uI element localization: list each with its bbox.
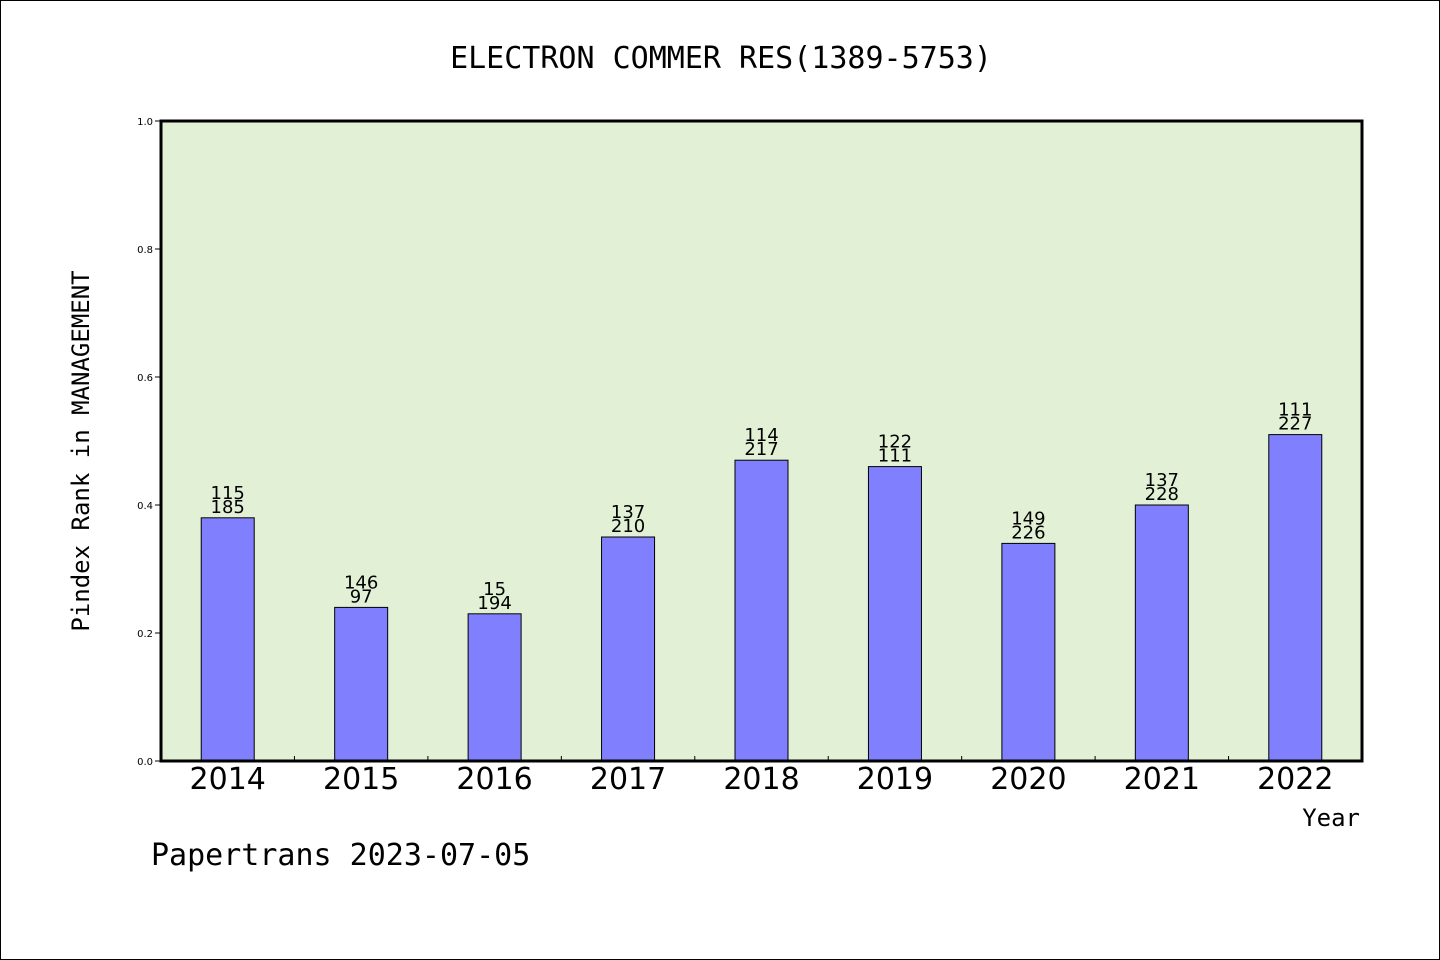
y-axis: 0.0 0.2 0.4 0.6 0.8 1.0 — [137, 117, 161, 768]
data-label-top: 114 — [744, 425, 778, 446]
y-tick-label: 0.8 — [137, 245, 153, 256]
bar — [867, 466, 922, 762]
data-label-top: 146 — [344, 572, 378, 593]
y-tick-label: 0.2 — [137, 629, 153, 640]
data-label-bottom: 217 — [744, 439, 778, 460]
data-label-top: 137 — [611, 502, 645, 523]
chart-title: ELECTRON COMMER RES(1389-5753) — [450, 41, 992, 76]
bar — [1001, 542, 1056, 762]
x-tick-label: 2020 — [990, 762, 1066, 797]
bar — [601, 536, 656, 762]
y-tick-label: 0.4 — [137, 501, 153, 512]
footer-text: Papertrans 2023-07-05 — [151, 838, 530, 873]
data-label-bottom: 226 — [1011, 522, 1045, 543]
data-label-bottom: 210 — [611, 516, 645, 537]
data-label-top: 137 — [1145, 470, 1179, 491]
x-tick-label: 2021 — [1124, 762, 1200, 797]
y-tick-label: 0.6 — [137, 373, 153, 384]
x-tick-label: 2017 — [590, 762, 666, 797]
data-label-bottom: 228 — [1145, 484, 1179, 505]
data-label-bottom: 111 — [878, 446, 912, 467]
data-label-bottom: 97 — [350, 586, 373, 607]
data-label-bottom: 194 — [477, 593, 511, 614]
data-label-top: 111 — [1278, 400, 1312, 421]
data-label-top: 122 — [878, 432, 912, 453]
x-axis: 2014 2015 2016 2017 2018 2019 2020 2021 2022 — [190, 756, 1333, 797]
data-label-bottom: 227 — [1278, 414, 1312, 435]
x-tick-label: 2022 — [1257, 762, 1333, 797]
x-tick-label: 2015 — [323, 762, 399, 797]
x-tick-label: 2014 — [190, 762, 266, 797]
x-tick-label: 2019 — [857, 762, 933, 797]
bar — [200, 517, 255, 762]
x-axis-label: Year — [1302, 804, 1360, 832]
y-tick-label: 0.0 — [137, 757, 153, 768]
data-label-top: 15 — [483, 579, 506, 600]
x-tick-label: 2018 — [723, 762, 799, 797]
data-label-top: 149 — [1011, 508, 1045, 529]
y-tick-label: 1.0 — [137, 117, 153, 128]
y-axis-label: Pindex Rank in MANAGEMENT — [67, 270, 95, 631]
bar-series — [200, 434, 1323, 762]
data-label-top: 115 — [211, 483, 245, 504]
bar — [1268, 434, 1323, 762]
bar — [334, 606, 389, 762]
bar — [1134, 504, 1189, 762]
plot-frame — [159, 119, 1364, 763]
x-tick-label: 2016 — [456, 762, 532, 797]
data-label-bottom: 185 — [211, 497, 245, 518]
bar — [734, 459, 789, 762]
bar — [467, 613, 522, 762]
